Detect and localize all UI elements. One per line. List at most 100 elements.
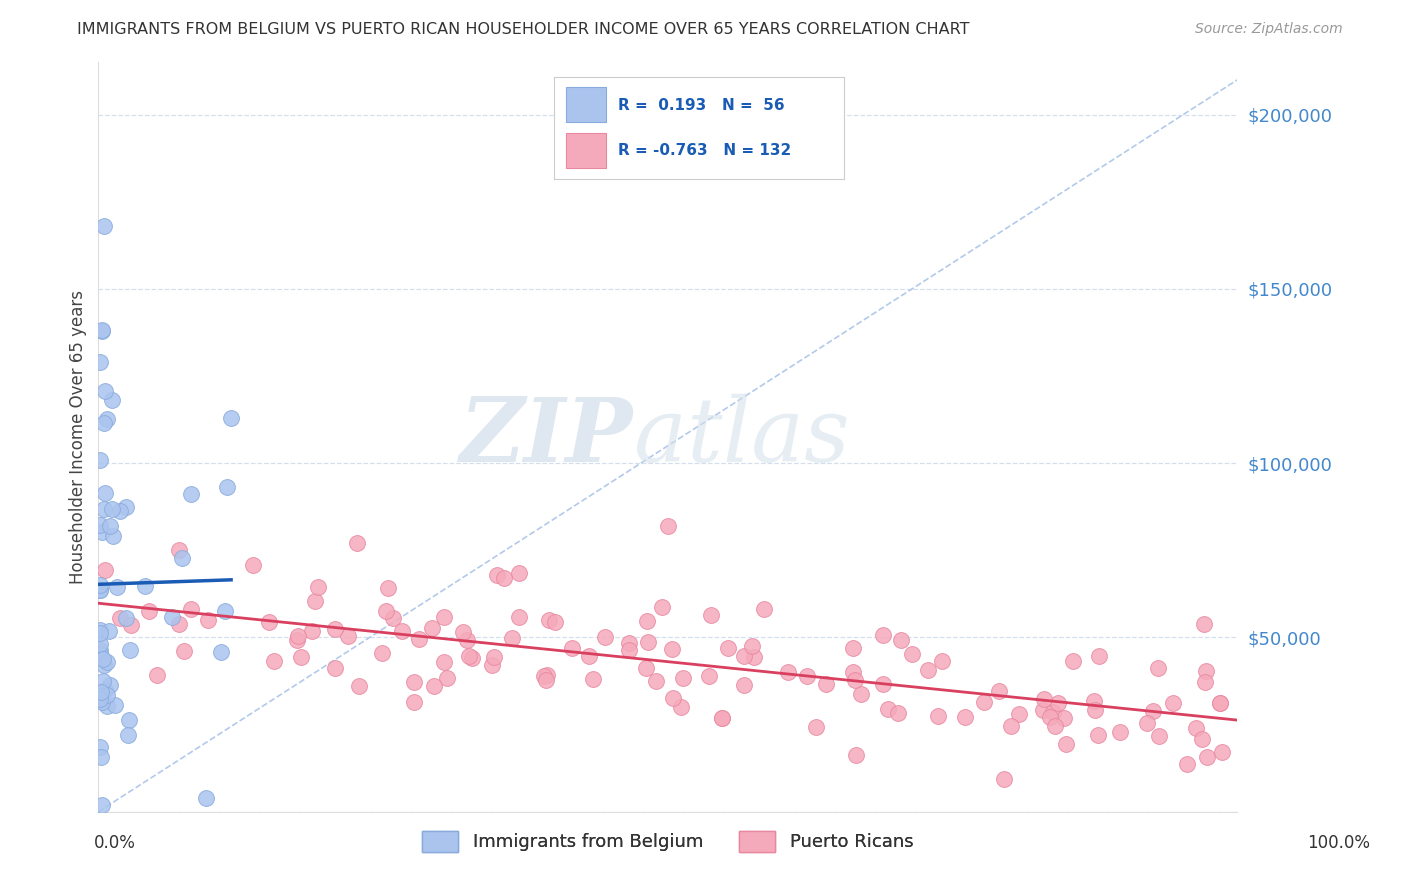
Point bbox=[217, 480, 239, 494]
Point bbox=[173, 644, 195, 658]
Point bbox=[101, 502, 124, 516]
Point bbox=[890, 633, 912, 648]
Point bbox=[644, 673, 666, 688]
Point bbox=[1032, 703, 1054, 717]
Point bbox=[301, 624, 323, 639]
Point bbox=[120, 643, 142, 657]
Point bbox=[391, 624, 413, 639]
Point bbox=[346, 535, 368, 549]
Point bbox=[637, 635, 659, 649]
Point bbox=[172, 550, 194, 565]
Point bbox=[636, 660, 658, 674]
Point bbox=[1109, 725, 1132, 739]
Point bbox=[96, 412, 118, 426]
Point bbox=[806, 720, 828, 734]
Legend: Immigrants from Belgium, Puerto Ricans: Immigrants from Belgium, Puerto Ricans bbox=[415, 823, 921, 859]
Point bbox=[91, 652, 114, 666]
Point bbox=[578, 648, 600, 663]
Point bbox=[917, 664, 939, 678]
Text: IMMIGRANTS FROM BELGIUM VS PUERTO RICAN HOUSEHOLDER INCOME OVER 65 YEARS CORRELA: IMMIGRANTS FROM BELGIUM VS PUERTO RICAN … bbox=[77, 22, 970, 37]
Point bbox=[93, 502, 115, 516]
Point bbox=[501, 632, 523, 646]
Point bbox=[101, 393, 124, 408]
Point bbox=[336, 630, 359, 644]
Point bbox=[94, 563, 117, 577]
Point bbox=[436, 671, 458, 685]
Point bbox=[1045, 719, 1067, 733]
Point bbox=[1185, 722, 1208, 736]
Point bbox=[90, 685, 112, 699]
Point bbox=[508, 610, 530, 624]
Point bbox=[115, 500, 138, 515]
Point bbox=[219, 410, 242, 425]
Point bbox=[778, 665, 800, 679]
Point bbox=[1088, 648, 1111, 663]
Point bbox=[93, 384, 115, 398]
Point bbox=[1161, 696, 1184, 710]
Point bbox=[544, 615, 567, 629]
Point bbox=[89, 692, 111, 706]
Point bbox=[1033, 692, 1056, 706]
Point bbox=[103, 528, 125, 542]
Point bbox=[290, 650, 312, 665]
Point bbox=[533, 669, 555, 683]
Point bbox=[377, 581, 399, 595]
Point bbox=[636, 614, 658, 628]
Point bbox=[242, 558, 264, 573]
Point bbox=[1042, 705, 1064, 719]
Point bbox=[104, 698, 127, 713]
Point bbox=[561, 640, 583, 655]
Point bbox=[1175, 756, 1198, 771]
Point bbox=[263, 654, 285, 668]
Point bbox=[1000, 719, 1022, 733]
Point bbox=[96, 688, 118, 702]
Point bbox=[110, 504, 132, 518]
Point bbox=[815, 676, 838, 690]
Point bbox=[1046, 696, 1069, 710]
Point bbox=[93, 657, 115, 672]
Point bbox=[117, 728, 139, 742]
Point bbox=[717, 640, 740, 655]
Point bbox=[661, 691, 683, 706]
Point bbox=[287, 629, 309, 643]
Point bbox=[796, 669, 818, 683]
Point bbox=[134, 578, 156, 592]
Point bbox=[370, 646, 392, 660]
Y-axis label: Householder Income Over 65 years: Householder Income Over 65 years bbox=[69, 290, 87, 584]
Point bbox=[1083, 694, 1105, 708]
Point bbox=[94, 683, 117, 698]
Point bbox=[1195, 664, 1218, 678]
Point bbox=[1062, 654, 1084, 668]
Point bbox=[711, 711, 734, 725]
Point bbox=[872, 628, 894, 642]
Point bbox=[1147, 661, 1170, 675]
Point bbox=[89, 518, 111, 533]
Point bbox=[90, 324, 112, 338]
Point bbox=[741, 639, 763, 653]
Point bbox=[89, 623, 111, 637]
Point bbox=[97, 624, 120, 638]
Point bbox=[323, 661, 346, 675]
Point bbox=[536, 673, 558, 688]
Point bbox=[90, 695, 112, 709]
Point bbox=[752, 602, 775, 616]
Point bbox=[931, 655, 953, 669]
Point bbox=[180, 487, 202, 501]
Point bbox=[304, 594, 326, 608]
Point bbox=[456, 632, 478, 647]
Point bbox=[671, 699, 693, 714]
Point bbox=[96, 699, 118, 714]
Point bbox=[89, 582, 111, 597]
Point bbox=[96, 656, 118, 670]
Point bbox=[118, 713, 141, 727]
Point bbox=[973, 695, 995, 709]
Point bbox=[1147, 729, 1170, 743]
Point bbox=[1087, 728, 1109, 742]
Point bbox=[872, 677, 894, 691]
Point bbox=[1084, 703, 1107, 717]
Point bbox=[160, 610, 183, 624]
Point bbox=[849, 687, 872, 701]
Point bbox=[404, 675, 426, 690]
Point bbox=[451, 625, 474, 640]
Point bbox=[180, 602, 202, 616]
